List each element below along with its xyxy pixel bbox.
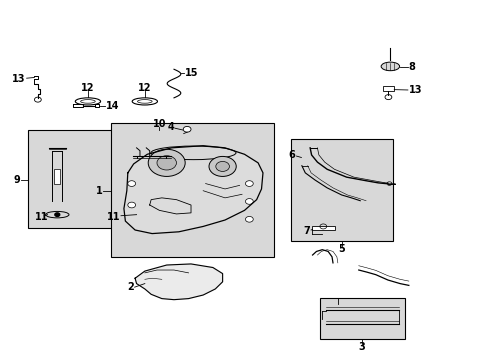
Text: 2: 2 <box>126 282 133 292</box>
Circle shape <box>386 182 391 185</box>
Circle shape <box>127 202 135 208</box>
FancyBboxPatch shape <box>28 130 113 228</box>
FancyBboxPatch shape <box>319 298 404 339</box>
Text: 12: 12 <box>81 83 95 93</box>
Text: 11: 11 <box>34 212 48 222</box>
Text: 14: 14 <box>106 101 119 111</box>
FancyBboxPatch shape <box>382 86 393 91</box>
Polygon shape <box>135 264 222 300</box>
Text: 4: 4 <box>167 122 174 132</box>
Circle shape <box>245 199 253 204</box>
Circle shape <box>148 149 185 176</box>
FancyBboxPatch shape <box>133 145 148 149</box>
Circle shape <box>148 213 153 216</box>
FancyBboxPatch shape <box>136 157 165 210</box>
Text: 9: 9 <box>13 175 20 185</box>
Circle shape <box>55 213 60 216</box>
Text: 8: 8 <box>408 63 415 72</box>
FancyBboxPatch shape <box>116 130 205 228</box>
Circle shape <box>215 161 229 171</box>
Text: 13: 13 <box>12 74 26 84</box>
FancyBboxPatch shape <box>290 139 392 241</box>
FancyBboxPatch shape <box>111 123 273 257</box>
Text: 1: 1 <box>96 186 102 196</box>
Text: 7: 7 <box>303 226 309 236</box>
Text: 12: 12 <box>138 83 151 93</box>
Circle shape <box>245 181 253 186</box>
Circle shape <box>127 181 135 186</box>
FancyBboxPatch shape <box>311 226 334 230</box>
Circle shape <box>183 126 191 132</box>
FancyBboxPatch shape <box>54 169 60 184</box>
Circle shape <box>157 156 176 170</box>
Text: 15: 15 <box>185 68 198 78</box>
Text: 3: 3 <box>358 342 365 352</box>
Text: 6: 6 <box>288 150 295 160</box>
Circle shape <box>245 216 253 222</box>
Text: 13: 13 <box>408 85 422 95</box>
Ellipse shape <box>380 62 399 71</box>
Ellipse shape <box>151 146 236 159</box>
FancyBboxPatch shape <box>139 177 163 209</box>
Circle shape <box>208 157 236 176</box>
Text: 11: 11 <box>106 212 120 222</box>
Text: 5: 5 <box>338 244 345 253</box>
Polygon shape <box>123 146 263 234</box>
Text: 10: 10 <box>152 118 166 129</box>
